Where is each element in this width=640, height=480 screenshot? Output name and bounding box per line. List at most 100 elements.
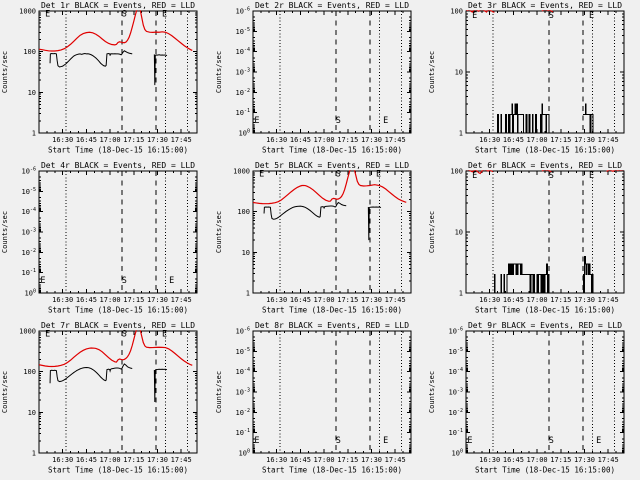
x-tick-label: 17:30 <box>147 296 168 304</box>
flag-letter-e: E <box>467 436 472 446</box>
y-tick-label: 10-2 <box>22 248 36 257</box>
events-line <box>582 103 594 134</box>
events-line <box>494 103 550 134</box>
x-axis-label: Start Time (18-Dec-15 16:15:00) <box>48 466 188 475</box>
x-tick-label: 16:45 <box>503 296 524 304</box>
y-tick-label: 10-1 <box>236 428 250 437</box>
x-tick-label: 17:45 <box>598 296 619 304</box>
x-axis-label: Start Time (18-Dec-15 16:15:00) <box>475 466 615 475</box>
x-tick-label: 17:15 <box>337 456 358 464</box>
y-tick-label: 1 <box>32 450 36 458</box>
y-axis-label: Counts/sec <box>1 371 9 413</box>
axis-box <box>38 330 198 454</box>
plot-panel-det-9r: 16:30 16:45 17:00 17:15 17:30 17:45 10-6 10-5 10… <box>428 321 625 475</box>
y-tick-label: 100 <box>452 449 463 458</box>
flag-letter-s: S <box>336 116 341 126</box>
x-tick-label: 16:45 <box>290 456 311 464</box>
x-tick-label: 17:00 <box>314 456 335 464</box>
x-tick-label: 16:45 <box>76 456 97 464</box>
flag-letter-e: E <box>383 116 388 126</box>
y-tick-label: 10 <box>455 69 463 77</box>
y-tick-label: 10-6 <box>236 7 250 16</box>
panel-title: Det 5r BLACK = Events, RED = LLD <box>255 161 409 170</box>
x-tick-label: 17:00 <box>100 456 121 464</box>
lld-line <box>253 170 407 205</box>
y-tick-label: 10 <box>455 229 463 237</box>
axis-box <box>252 170 412 294</box>
panel-title: Det 6r BLACK = Events, RED = LLD <box>468 161 622 170</box>
flag-letter-s: S <box>122 330 127 340</box>
x-tick-label: 17:45 <box>171 136 192 144</box>
y-axis-label: Counts/sec <box>215 371 223 413</box>
x-tick-label: 16:30 <box>479 136 500 144</box>
panel-title: Det 2r BLACK = Events, RED = LLD <box>255 1 409 10</box>
y-tick-label: 10-6 <box>22 167 36 176</box>
panel-title: Det 7r BLACK = Events, RED = LLD <box>41 321 195 330</box>
y-tick-label: 10-2 <box>449 408 463 417</box>
axis-box <box>38 10 198 134</box>
events-line <box>153 54 168 86</box>
y-axis-label: Counts/sec <box>215 211 223 253</box>
plot-panel-det-6r: 16:30 16:45 17:00 17:15 17:30 17:45 100 10 1 E S ED… <box>428 161 625 315</box>
lld-line <box>466 10 495 13</box>
x-tick-label: 16:30 <box>52 456 73 464</box>
axis-box <box>252 330 412 454</box>
y-tick-label: 100 <box>450 8 463 16</box>
y-tick-label: 1 <box>246 290 250 298</box>
flag-letter-e: E <box>376 170 381 180</box>
x-tick-label: 17:45 <box>598 456 619 464</box>
x-tick-label: 16:30 <box>479 456 500 464</box>
panel-title: Det 3r BLACK = Events, RED = LLD <box>468 1 622 10</box>
x-tick-label: 17:15 <box>550 136 571 144</box>
x-tick-label: 17:00 <box>100 296 121 304</box>
axis-box <box>38 170 198 294</box>
y-tick-label: 10-2 <box>236 88 250 97</box>
axes <box>38 170 198 294</box>
y-tick-label: 10-1 <box>22 268 36 277</box>
y-tick-label: 10-2 <box>236 408 250 417</box>
x-tick-label: 17:15 <box>337 136 358 144</box>
flag-letter-e: E <box>45 330 50 340</box>
lld-line <box>466 170 494 175</box>
y-tick-label: 100 <box>239 129 250 138</box>
y-axis-label: Counts/sec <box>428 51 436 93</box>
x-tick-label: 16:45 <box>503 456 524 464</box>
events-line <box>49 363 133 384</box>
x-axis-label: Start Time (18-Dec-15 16:15:00) <box>475 306 615 315</box>
axes <box>252 10 412 134</box>
lld-line <box>39 330 193 368</box>
y-tick-label: 1 <box>32 130 36 138</box>
axes <box>38 10 198 134</box>
x-tick-label: 16:45 <box>76 296 97 304</box>
flag-letter-s: S <box>336 436 341 446</box>
x-tick-label: 17:00 <box>527 296 548 304</box>
lld-line <box>39 10 193 52</box>
y-tick-label: 10-4 <box>236 47 250 56</box>
y-tick-label: 10 <box>242 249 250 257</box>
x-tick-label: 16:45 <box>290 136 311 144</box>
y-tick-label: 1000 <box>19 8 36 16</box>
plot-panel-det-4r: 16:30 16:45 17:00 17:15 17:30 17:45 10-6 10-5 10… <box>1 161 198 315</box>
x-tick-label: 17:30 <box>147 456 168 464</box>
plot-panel-det-2r: 16:30 16:45 17:00 17:15 17:30 17:45 10-6 10-5 10… <box>215 1 412 155</box>
x-axis-label: Start Time (18-Dec-15 16:15:00) <box>48 146 188 155</box>
lld-line <box>541 10 554 13</box>
x-tick-label: 16:45 <box>76 136 97 144</box>
flag-letter-s: S <box>549 436 554 446</box>
x-tick-label: 17:15 <box>550 456 571 464</box>
y-tick-label: 10-6 <box>236 327 250 336</box>
x-tick-label: 16:30 <box>266 136 287 144</box>
x-tick-label: 17:00 <box>527 136 548 144</box>
panel-title: Det 1r BLACK = Events, RED = LLD <box>41 1 195 10</box>
y-axis-label: Counts/sec <box>428 371 436 413</box>
x-tick-label: 17:00 <box>314 136 335 144</box>
y-tick-label: 10-5 <box>22 187 36 196</box>
flag-letter-s: S <box>549 11 554 21</box>
x-axis-label: Start Time (18-Dec-15 16:15:00) <box>262 146 402 155</box>
y-tick-label: 10-1 <box>449 428 463 437</box>
x-tick-label: 16:30 <box>266 296 287 304</box>
x-tick-label: 17:45 <box>171 296 192 304</box>
x-tick-label: 17:30 <box>574 456 595 464</box>
y-tick-label: 100 <box>239 449 250 458</box>
